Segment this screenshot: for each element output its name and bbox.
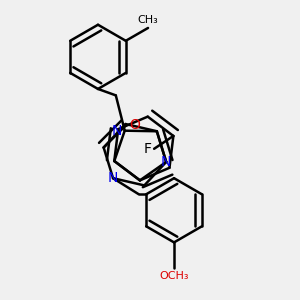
Text: CH₃: CH₃	[138, 15, 158, 25]
Text: OCH₃: OCH₃	[159, 271, 189, 281]
Text: N: N	[108, 171, 118, 185]
Text: F: F	[143, 142, 151, 156]
Text: N: N	[161, 155, 171, 169]
Text: N: N	[111, 124, 122, 138]
Text: O: O	[129, 118, 140, 132]
